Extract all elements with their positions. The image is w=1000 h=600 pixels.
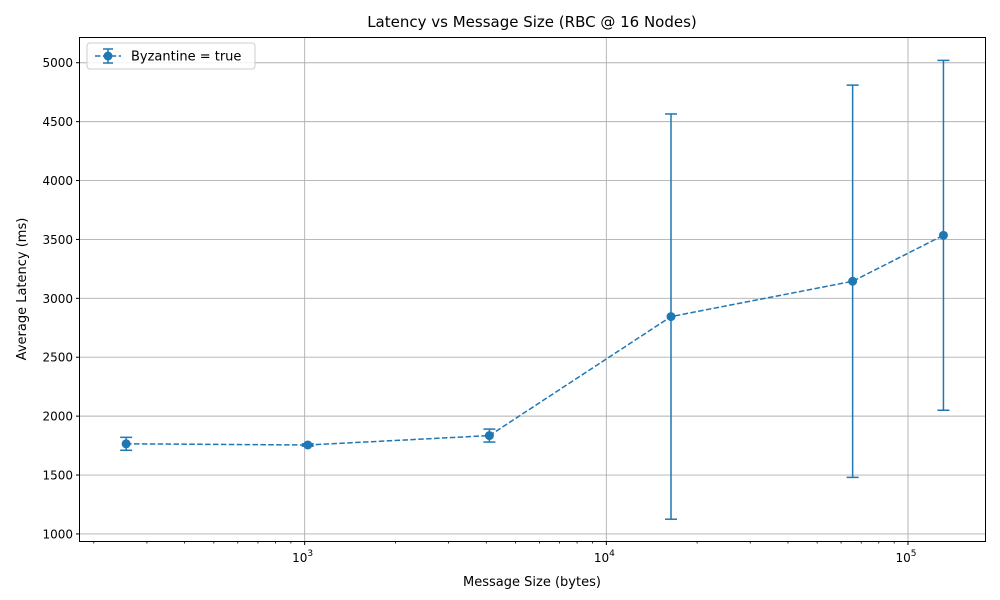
plot-area: [120, 59, 950, 520]
data-point: [484, 431, 494, 441]
x-tick-label-exponent: 3: [307, 549, 313, 559]
x-tick-label-exponent: 5: [911, 549, 917, 559]
series-line: [126, 234, 944, 446]
legend-box: [86, 42, 256, 70]
y-tick-label: 1500: [42, 469, 73, 483]
x-tick-label: 104: [594, 549, 615, 565]
data-point: [303, 440, 313, 450]
x-tick-label-exponent: 4: [609, 549, 615, 559]
x-tick-label: 105: [895, 549, 916, 565]
data-point: [666, 312, 676, 322]
x-tick-label-base: 10: [895, 551, 910, 565]
y-tick-label: 3500: [42, 233, 73, 247]
x-tick-label: 103: [292, 549, 313, 565]
data-point: [121, 439, 131, 449]
data-point: [848, 276, 858, 286]
y-axis-label: Average Latency (ms): [15, 218, 30, 361]
y-tick-label: 1000: [42, 527, 73, 541]
x-tick-label-base: 10: [292, 551, 307, 565]
y-tick-label: 4500: [42, 115, 73, 129]
y-tick-label: 4000: [42, 174, 73, 188]
legend: Byzantine = true: [86, 42, 256, 70]
data-point: [938, 230, 948, 240]
y-tick-label: 5000: [42, 56, 73, 70]
x-axis-label: Message Size (bytes): [463, 575, 601, 590]
legend-marker-swatch: [103, 51, 113, 61]
y-tick-label: 2000: [42, 410, 73, 424]
legend-label: Byzantine = true: [131, 50, 241, 65]
y-tick-label: 2500: [42, 351, 73, 365]
chart-title: Latency vs Message Size (RBC @ 16 Nodes): [367, 13, 697, 31]
grid: [80, 38, 985, 541]
x-tick-label-base: 10: [594, 551, 609, 565]
axes-frame: [79, 37, 986, 542]
y-tick-label: 3000: [42, 292, 73, 306]
